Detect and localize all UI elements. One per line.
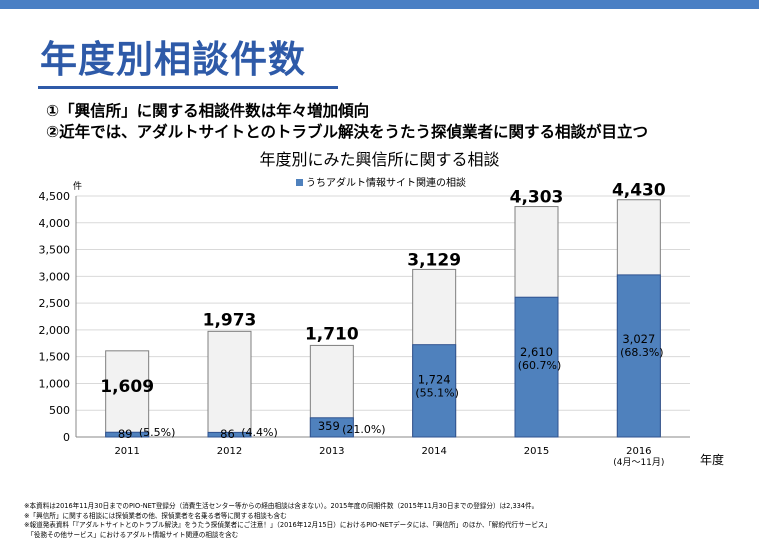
y-tick-label: 1,000: [39, 377, 71, 390]
adult-percent-label: (21.0%): [342, 423, 386, 436]
page-title: 年度別相談件数: [40, 38, 306, 81]
bar-adult-site: [616, 274, 661, 438]
x-axis-label: 年度: [700, 452, 724, 467]
footnote-1: ※本資料は2016年11月30日までのPIO-NET登録分（消費生活センター等か…: [24, 502, 539, 510]
total-value-label: 1,609: [100, 377, 154, 397]
adult-value-label: 2,610: [520, 345, 553, 359]
x-tick-label: 2016: [626, 446, 651, 457]
adult-percent-label: (68.3%): [620, 346, 664, 359]
title-underline: [38, 86, 338, 89]
y-tick-label: 1,500: [39, 351, 71, 364]
bar-total: [105, 350, 150, 438]
x-tick-label: 2014: [421, 446, 446, 457]
adult-value-label: 89: [118, 427, 133, 441]
y-tick-label: 3,000: [39, 270, 71, 283]
adult-percent-label: (60.7%): [518, 359, 562, 372]
bar-adult-site: [412, 344, 457, 438]
x-tick-label: 2013: [319, 446, 344, 457]
footnote-3: ※報道発表資料「『アダルトサイトとのトラブル解決』をうたう探偵業者にご注意！」（…: [24, 521, 552, 530]
chart-title: 年度別にみた興信所に関する相談: [259, 150, 500, 169]
x-tick-label: 2015: [524, 446, 549, 457]
bar-adult-site: [309, 417, 354, 438]
bar-adult-site: [207, 431, 252, 438]
y-tick-label: 500: [49, 404, 70, 417]
adult-percent-label: (5.5%): [139, 426, 176, 439]
footnote-4: 「役務その他サービス」におけるアダルト情報サイト関連の相談を含む: [24, 530, 239, 539]
legend-swatch: [296, 179, 303, 186]
y-tick-label: 4,500: [39, 190, 71, 203]
adult-percent-label: (4.4%): [241, 426, 278, 439]
legend-label: うちアダルト情報サイト関連の相談: [306, 176, 466, 189]
adult-value-label: 3,027: [622, 332, 655, 346]
x-tick-sublabel: (4月～11月): [613, 457, 664, 468]
total-value-label: 4,303: [510, 188, 564, 208]
adult-percent-label: (55.1%): [415, 386, 459, 399]
total-value-label: 3,129: [407, 250, 461, 270]
bullet-point-2: ②近年では、アダルトサイトとのトラブル解決をうたう探偵業者に関する相談が目立つ: [46, 123, 648, 141]
bar-total: [207, 330, 252, 438]
y-tick-label: 0: [63, 431, 70, 444]
bar-adult-site: [514, 296, 559, 438]
footnote-2: ※「興信所」に関する相談には探偵業者の他、探偵業者を名乗る者等に関する相談も含む: [24, 511, 287, 520]
y-tick-label: 2,000: [39, 324, 71, 337]
total-value-label: 1,710: [305, 324, 359, 344]
footnotes: ※本資料は2016年11月30日までのPIO-NET登録分（消費生活センター等か…: [24, 502, 551, 540]
bar-chart: 0 500 1,000 1,500 2,000 2,500 3,000 3,500 4,000 4…: [39, 176, 725, 468]
y-tick-label: 2,500: [39, 297, 71, 310]
y-tick-label: 4,000: [39, 217, 71, 230]
bullet-point-1: ①「興信所」に関する相談件数は年々増加傾向: [46, 102, 370, 120]
adult-value-label: 86: [220, 427, 235, 441]
total-value-label: 4,430: [612, 181, 666, 201]
y-axis-unit: 件: [73, 180, 82, 192]
bar-adult-site: [105, 431, 150, 438]
adult-value-label: 1,724: [418, 372, 451, 386]
top-accent-bar: [0, 0, 759, 9]
x-tick-label: 2012: [217, 446, 242, 457]
adult-value-label: 359: [318, 419, 340, 433]
x-tick-label: 2011: [114, 446, 139, 457]
total-value-label: 1,973: [203, 310, 257, 330]
y-tick-label: 3,500: [39, 244, 71, 257]
